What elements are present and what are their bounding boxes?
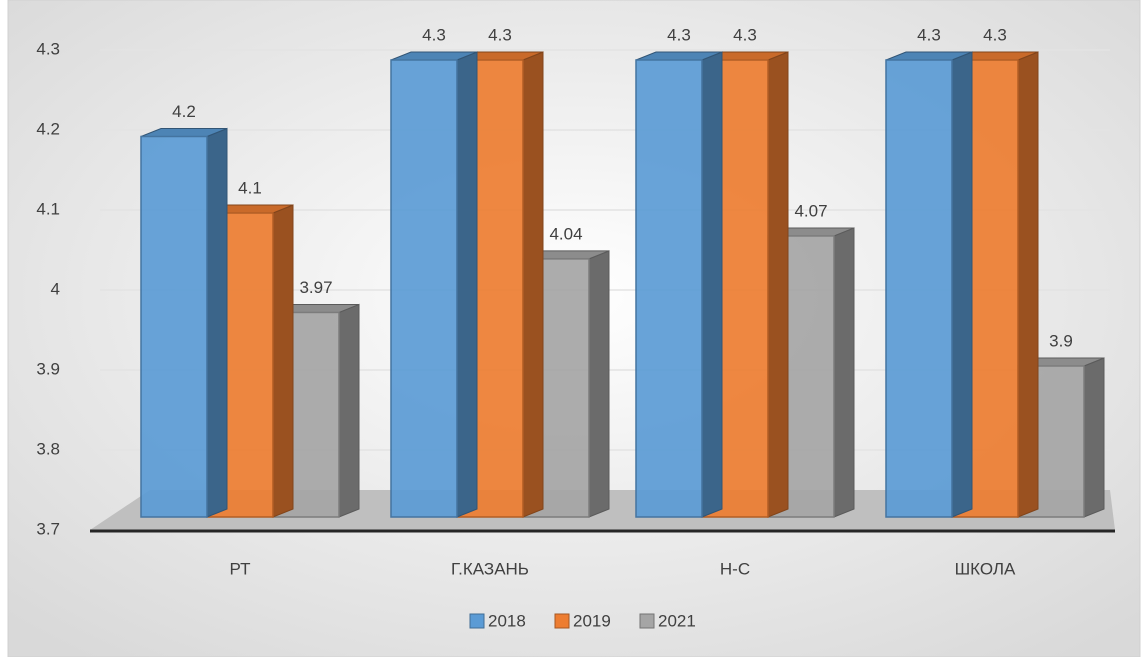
legend-swatch bbox=[554, 613, 570, 629]
data-label: 4.3 bbox=[983, 25, 1007, 44]
y-tick-label: 4.1 bbox=[36, 199, 60, 218]
data-label: 4.1 bbox=[238, 178, 262, 197]
y-tick-label: 4 bbox=[51, 279, 60, 298]
y-tick-label: 4.2 bbox=[36, 119, 60, 138]
data-label: 4.04 bbox=[549, 224, 582, 243]
data-label: 3.9 bbox=[1049, 331, 1073, 350]
bar bbox=[885, 51, 973, 518]
bar-side bbox=[522, 51, 544, 518]
bar-side bbox=[588, 250, 610, 518]
data-label: 3.97 bbox=[299, 278, 332, 297]
bar bbox=[767, 227, 855, 518]
bar-side bbox=[338, 303, 360, 518]
bar-side bbox=[206, 127, 228, 518]
bar bbox=[635, 51, 723, 518]
y-tick-label: 3.8 bbox=[36, 439, 60, 458]
bar-front bbox=[390, 59, 458, 518]
legend-label: 2019 bbox=[573, 611, 611, 630]
legend-label: 2018 bbox=[488, 611, 526, 630]
bar-side bbox=[1017, 51, 1039, 518]
x-tick-label: Г.КАЗАНЬ bbox=[451, 559, 529, 578]
data-label: 4.3 bbox=[917, 25, 941, 44]
bar bbox=[390, 51, 478, 518]
y-tick-label: 4.3 bbox=[36, 39, 60, 58]
bar-side bbox=[833, 227, 855, 518]
bar-side bbox=[456, 51, 478, 518]
bar-side bbox=[272, 204, 294, 518]
data-label: 4.3 bbox=[667, 25, 691, 44]
bar-side bbox=[767, 51, 789, 518]
bar-front bbox=[635, 59, 703, 518]
data-label: 4.2 bbox=[172, 102, 196, 121]
bar-side bbox=[701, 51, 723, 518]
x-tick-label: Н-С bbox=[720, 559, 750, 578]
bar-side bbox=[1083, 357, 1105, 518]
x-tick-label: ШКОЛА bbox=[955, 559, 1016, 578]
y-tick-label: 3.7 bbox=[36, 519, 60, 538]
data-label: 4.3 bbox=[733, 25, 757, 44]
y-tick-label: 3.9 bbox=[36, 359, 60, 378]
bar-front bbox=[140, 135, 208, 518]
legend-swatch bbox=[469, 613, 485, 629]
legend-label: 2021 bbox=[658, 611, 696, 630]
data-label: 4.3 bbox=[488, 25, 512, 44]
legend-swatch bbox=[639, 613, 655, 629]
data-label: 4.3 bbox=[422, 25, 446, 44]
bar-front bbox=[885, 59, 953, 518]
x-tick-label: РТ bbox=[230, 559, 251, 578]
data-label: 4.07 bbox=[794, 201, 827, 220]
bar-side bbox=[951, 51, 973, 518]
bar bbox=[140, 127, 228, 518]
